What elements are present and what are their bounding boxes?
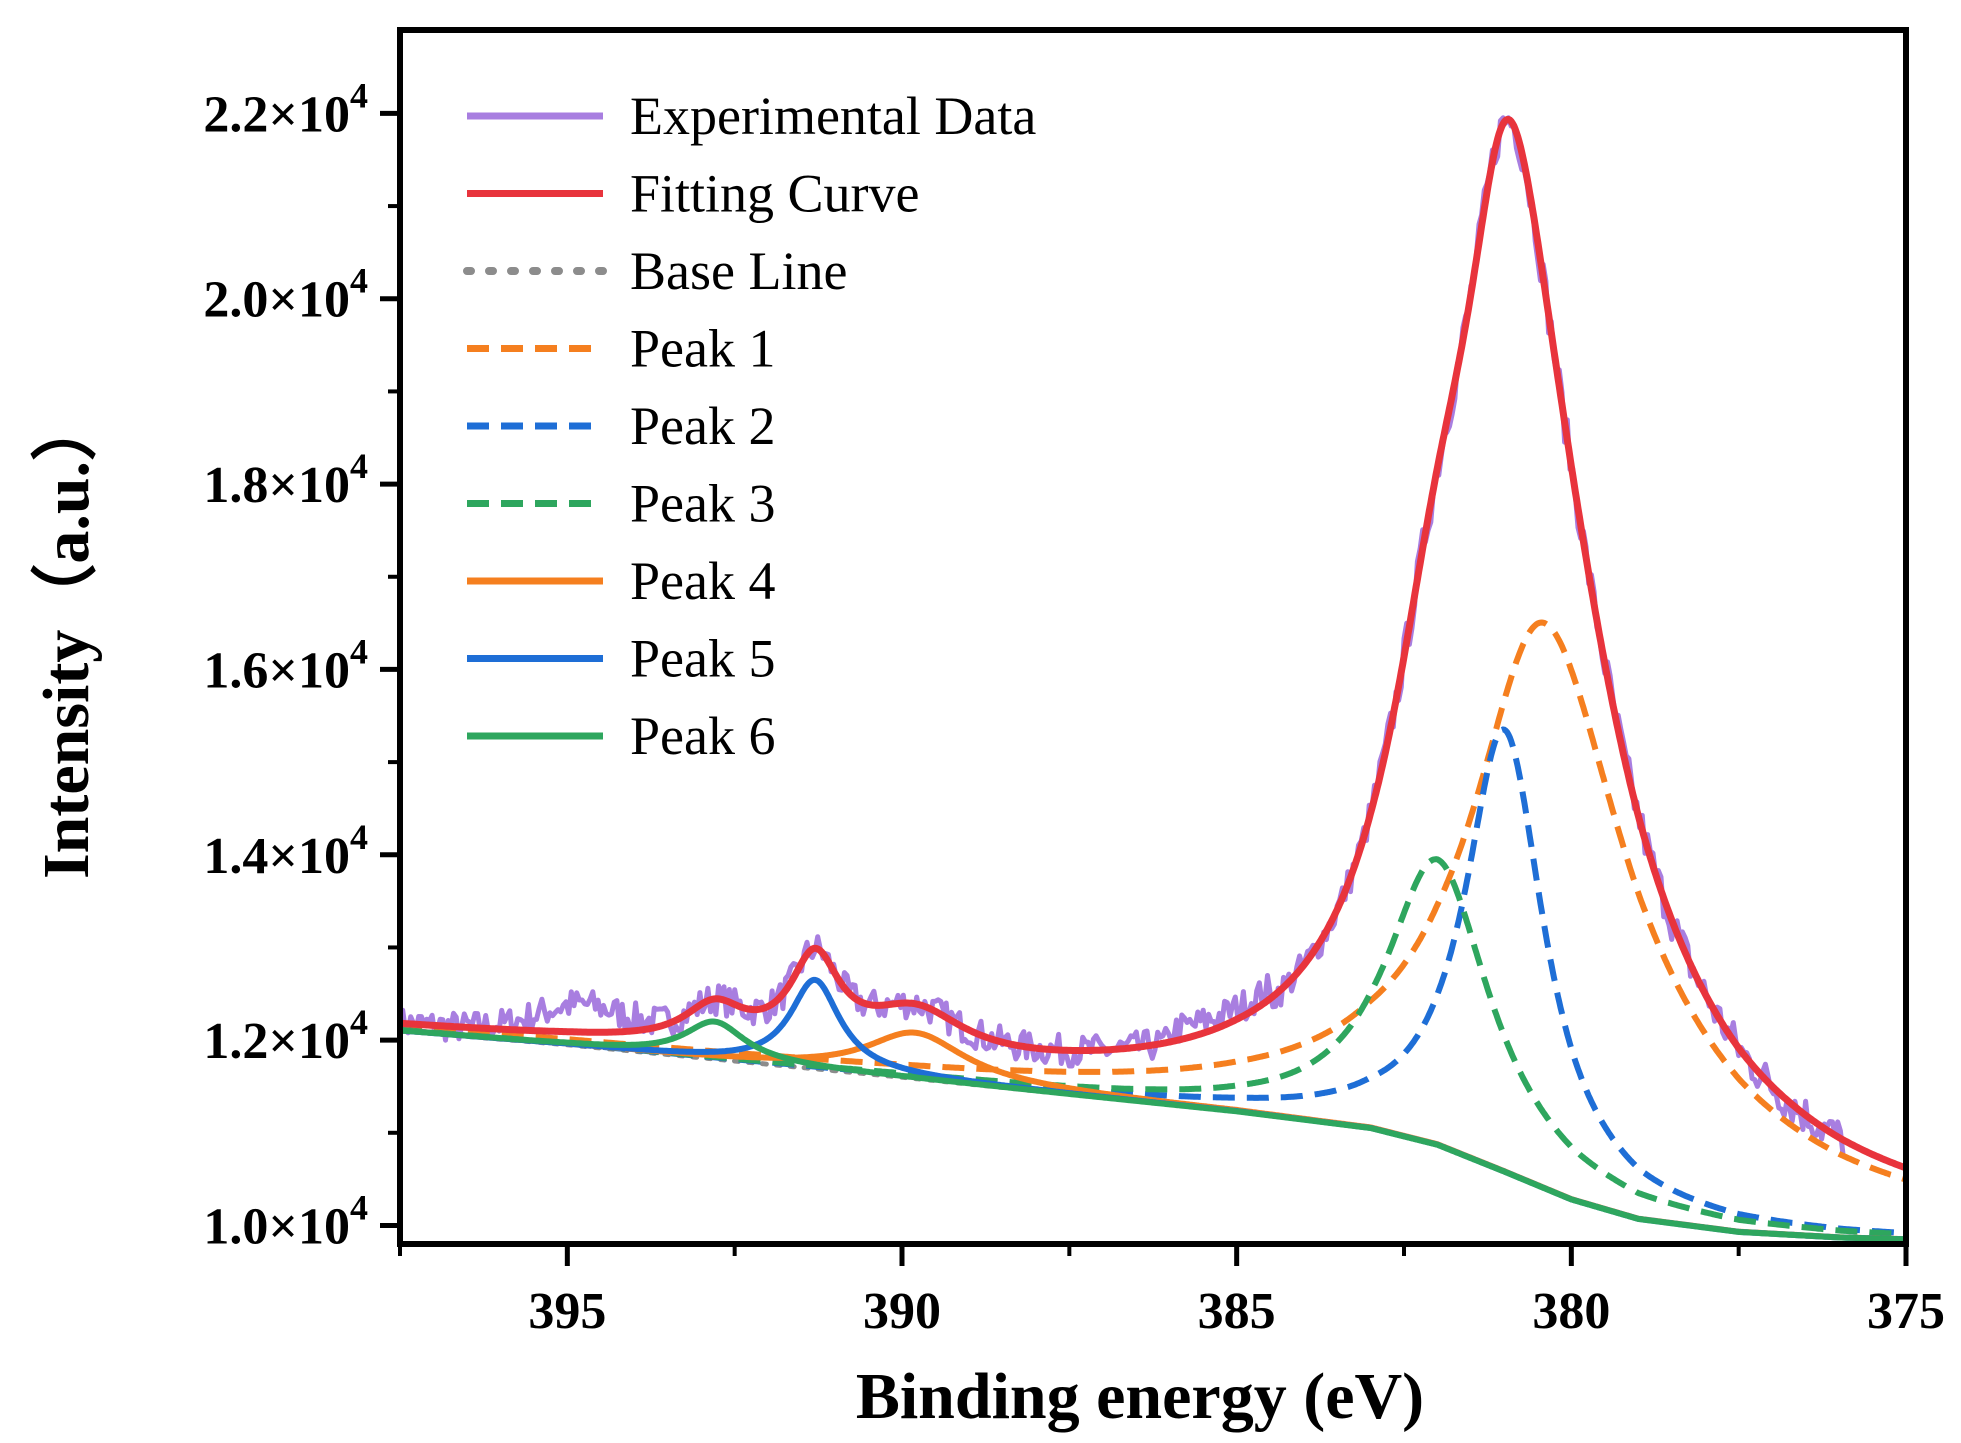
y-tick-label: 1.6×104: [203, 631, 368, 699]
y-tick-mantissa: 2.2×10: [203, 86, 350, 143]
y-tick-mantissa: 1.2×10: [203, 1013, 350, 1070]
y-tick-exponent: 4: [350, 446, 368, 486]
legend-label: Experimental Data: [630, 86, 1036, 146]
x-tick-label: 380: [1532, 1283, 1610, 1340]
series-experimental-data: [400, 115, 1846, 1156]
y-tick-mantissa: 1.4×10: [203, 828, 350, 885]
y-tick-exponent: 4: [350, 817, 368, 857]
y-tick-exponent: 4: [350, 1187, 368, 1227]
y-tick-label: 2.2×104: [203, 75, 368, 143]
y-tick-mantissa: 1.8×10: [203, 457, 350, 514]
y-tick-exponent: 4: [350, 631, 368, 671]
legend-label: Peak 3: [630, 474, 775, 534]
x-tick-label: 390: [863, 1283, 941, 1340]
y-tick-exponent: 4: [350, 75, 368, 115]
y-tick-exponent: 4: [350, 261, 368, 301]
axes: 395 390 385 380 3751.0×1041.2×1041.4×1041.6×…: [203, 75, 1945, 1340]
legend-label: Peak 6: [630, 706, 775, 766]
legend-label: Peak 5: [630, 629, 775, 689]
y-tick-label: 2.0×104: [203, 261, 368, 329]
y-tick-mantissa: 1.6×10: [203, 642, 350, 699]
series-peak-6: [400, 1018, 1906, 1243]
series-peak-2: [400, 726, 1906, 1237]
y-tick-mantissa: 1.0×10: [203, 1198, 350, 1255]
x-axis-title: Binding energy (eV): [856, 1360, 1424, 1433]
y-tick-mantissa: 2.0×10: [203, 272, 350, 329]
legend-label: Fitting Curve: [630, 164, 920, 224]
legend-label: Peak 1: [630, 319, 775, 379]
x-tick-label: 375: [1867, 1283, 1945, 1340]
legend: Experimental Data Fitting Curve Base Line P…: [463, 86, 1036, 766]
y-tick-label: 1.4×104: [203, 817, 368, 885]
y-axis-title: Intensity（a.u.）: [29, 395, 103, 879]
y-tick-exponent: 4: [350, 1002, 368, 1042]
legend-label: Peak 2: [630, 396, 775, 456]
x-tick-label: 395: [528, 1283, 606, 1340]
series-fitting-curve: [400, 115, 1906, 1172]
plot-frame: [397, 27, 1909, 1247]
curves: [400, 115, 1906, 1243]
y-tick-label: 1.0×104: [203, 1187, 368, 1255]
y-tick-label: 1.8×104: [203, 446, 368, 514]
legend-label: Peak 4: [630, 551, 775, 611]
legend-label: Base Line: [630, 241, 847, 301]
x-tick-label: 385: [1198, 1283, 1276, 1340]
y-tick-label: 1.2×104: [203, 1002, 368, 1070]
